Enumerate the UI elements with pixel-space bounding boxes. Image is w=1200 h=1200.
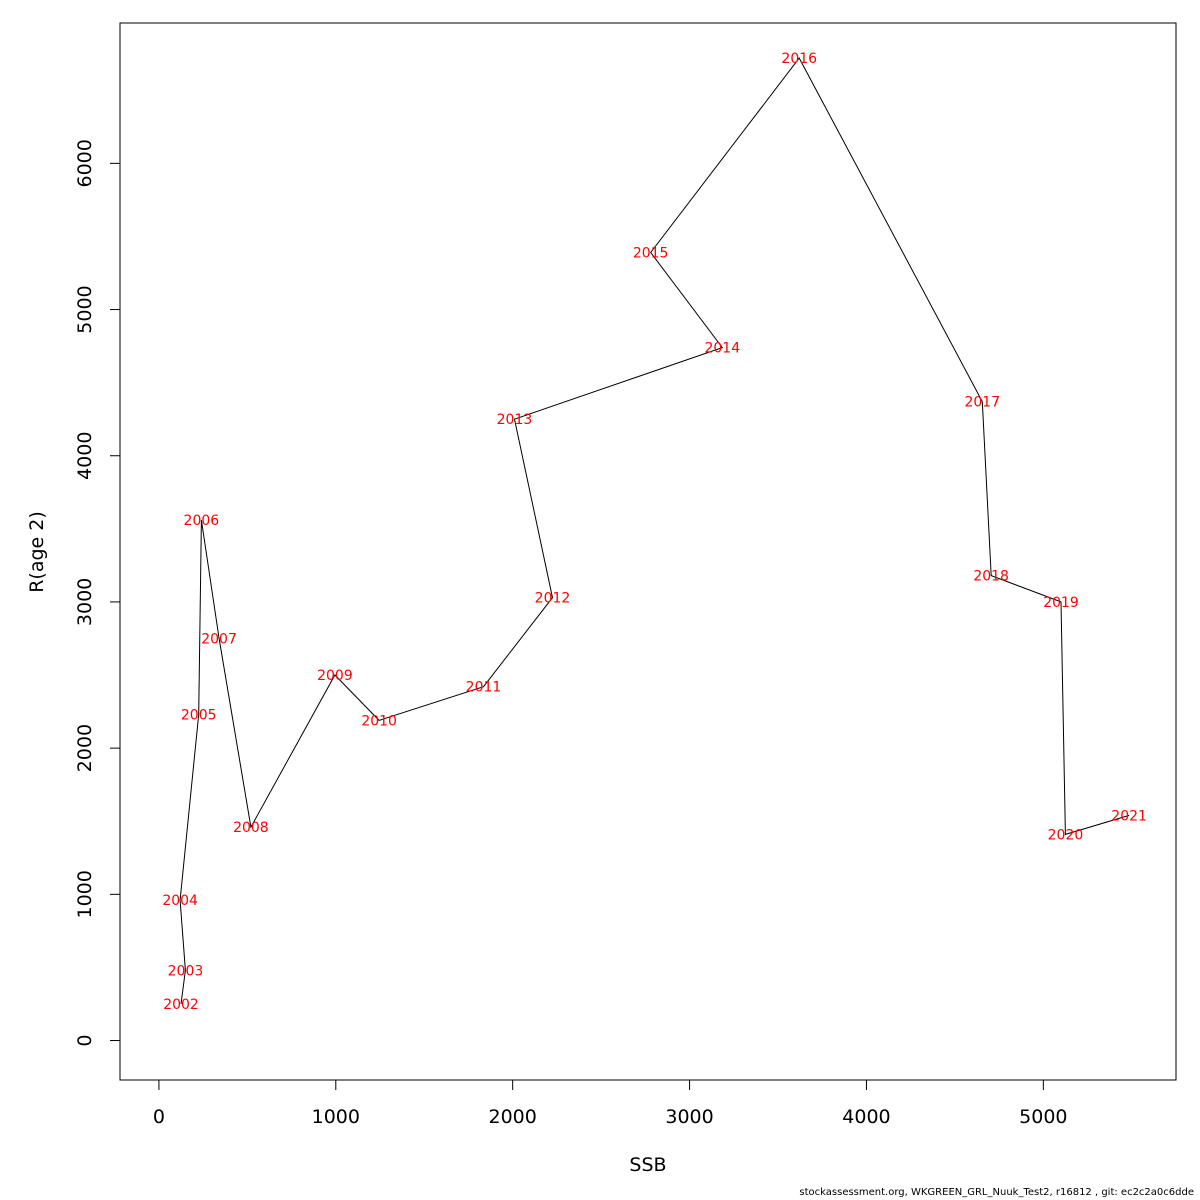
x-tick-label: 1000	[312, 1106, 360, 1128]
series-line	[179, 57, 1130, 1005]
point-label-2002: 2002	[163, 997, 199, 1013]
point-label-2013: 2013	[497, 412, 533, 428]
point-label-2021: 2021	[1111, 808, 1147, 824]
y-tick-label: 4000	[74, 432, 96, 480]
x-axis-title: SSB	[629, 1154, 666, 1176]
y-axis-title: R(age 2)	[26, 511, 48, 593]
point-label-2016: 2016	[781, 51, 817, 67]
point-label-2020: 2020	[1048, 827, 1084, 843]
y-tick-label: 1000	[74, 870, 96, 918]
y-tick-label: 2000	[74, 724, 96, 772]
y-tick-label: 0	[74, 1034, 96, 1046]
point-label-2014: 2014	[704, 341, 740, 357]
y-tick-label: 3000	[74, 578, 96, 626]
point-label-2003: 2003	[168, 963, 204, 979]
point-label-2011: 2011	[466, 680, 502, 696]
x-axis: 0 1000 2000 3000 4000 5000	[153, 1079, 1068, 1128]
point-label-2004: 2004	[162, 893, 198, 909]
point-label-2009: 2009	[317, 668, 353, 684]
point-label-2017: 2017	[964, 395, 1000, 411]
y-tick-label: 5000	[74, 285, 96, 333]
point-label-2019: 2019	[1043, 595, 1079, 611]
point-label-2007: 2007	[201, 631, 237, 647]
x-tick-label: 0	[153, 1106, 165, 1128]
point-label-2008: 2008	[233, 820, 269, 836]
point-label-2005: 2005	[181, 708, 217, 724]
x-tick-label: 2000	[489, 1106, 537, 1128]
y-tick-label: 6000	[74, 139, 96, 187]
point-label-2006: 2006	[184, 513, 220, 529]
plot-frame	[119, 22, 1177, 1081]
x-tick-label: 4000	[842, 1106, 890, 1128]
point-label-2015: 2015	[633, 246, 669, 262]
y-axis: 0 1000 2000 3000 4000 5000 6000	[74, 139, 121, 1047]
point-labels: 2002 2003 2004 2005 2006 2007 2008 2009 2010 2011…	[162, 51, 1147, 1013]
point-label-2012: 2012	[535, 591, 571, 607]
point-label-2010: 2010	[361, 713, 397, 729]
x-tick-label: 3000	[665, 1106, 713, 1128]
point-label-2018: 2018	[973, 569, 1009, 585]
footer-credit: stockassessment.org, WKGREEN_GRL_Nuuk_Te…	[799, 1187, 1194, 1198]
x-tick-label: 5000	[1019, 1106, 1067, 1128]
